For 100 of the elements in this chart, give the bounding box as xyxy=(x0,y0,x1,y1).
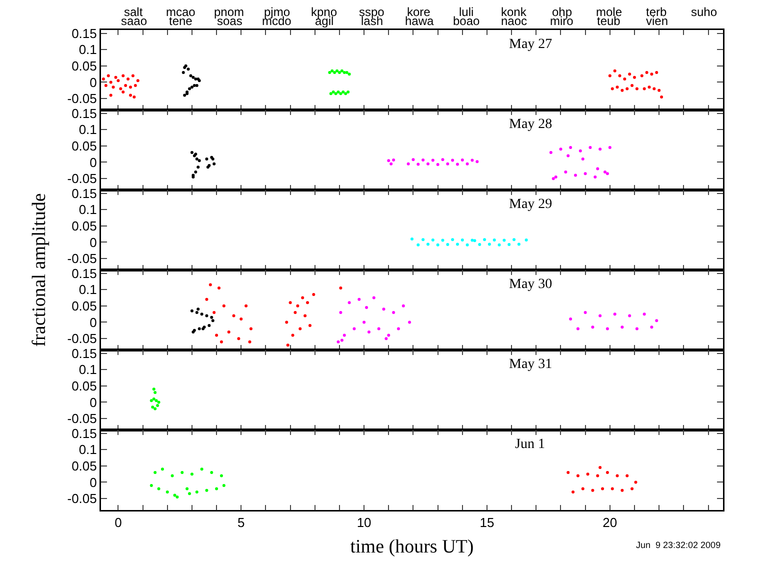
point xyxy=(620,88,624,92)
point xyxy=(626,87,629,90)
point xyxy=(576,474,580,478)
point xyxy=(406,162,410,166)
point xyxy=(190,309,194,312)
point xyxy=(312,292,316,296)
text: kore xyxy=(407,5,431,19)
x-tick-label: 15 xyxy=(480,515,494,530)
point xyxy=(451,158,454,162)
point xyxy=(109,94,112,97)
point xyxy=(352,327,356,330)
point xyxy=(134,84,137,88)
point xyxy=(208,283,212,286)
point xyxy=(640,74,644,78)
point xyxy=(392,158,396,162)
point xyxy=(195,157,198,160)
point xyxy=(330,69,334,72)
point xyxy=(132,95,136,98)
point xyxy=(594,175,597,178)
point xyxy=(626,474,629,478)
point xyxy=(200,312,204,316)
point xyxy=(195,84,198,88)
point xyxy=(642,87,646,90)
point xyxy=(598,148,602,151)
y-tick-label: 0.05 xyxy=(72,458,97,474)
point xyxy=(112,86,115,89)
point xyxy=(588,146,592,150)
point xyxy=(152,397,156,400)
point xyxy=(566,154,570,158)
point xyxy=(340,338,344,342)
point xyxy=(332,90,335,94)
point xyxy=(336,69,339,72)
point xyxy=(348,72,351,76)
annotation: May 29 xyxy=(509,197,552,212)
point xyxy=(119,87,122,90)
point xyxy=(426,162,430,166)
y-tick-label: 0.15 xyxy=(72,186,97,201)
point xyxy=(387,334,390,337)
point xyxy=(596,167,600,170)
point xyxy=(180,470,184,474)
point xyxy=(591,326,594,329)
x-tick-label: 0 xyxy=(114,515,122,530)
point xyxy=(584,310,587,314)
point xyxy=(591,488,594,492)
point xyxy=(342,334,346,337)
point xyxy=(122,74,125,78)
point xyxy=(655,70,658,74)
point xyxy=(645,70,648,74)
text: konk xyxy=(501,5,528,19)
point xyxy=(572,490,575,494)
point xyxy=(613,69,616,72)
y-tick-label: 0 xyxy=(90,234,97,250)
point xyxy=(608,74,612,78)
point xyxy=(336,90,340,94)
y-tick-label: 0.15 xyxy=(72,106,97,121)
point xyxy=(336,340,340,344)
point xyxy=(166,490,169,494)
point xyxy=(608,146,612,150)
text: suho xyxy=(691,5,718,19)
point xyxy=(190,86,194,89)
point xyxy=(586,472,590,476)
y-tick-label: 0.1 xyxy=(78,42,97,58)
point xyxy=(306,301,310,304)
point xyxy=(249,327,252,330)
point xyxy=(170,474,174,478)
point xyxy=(156,404,160,408)
y-tick-label: 0.1 xyxy=(78,122,97,138)
point xyxy=(157,400,160,404)
point xyxy=(416,162,420,166)
point xyxy=(340,69,344,72)
point xyxy=(584,172,587,176)
point xyxy=(215,334,218,337)
annotation: May 28 xyxy=(509,117,552,132)
point xyxy=(610,87,614,90)
point xyxy=(412,158,415,162)
point xyxy=(549,150,552,154)
point xyxy=(635,327,638,330)
y-tick-label: 0 xyxy=(90,74,97,90)
point xyxy=(192,76,195,79)
point xyxy=(173,494,176,497)
point xyxy=(328,70,332,74)
y-tick-label: 0.1 xyxy=(78,442,97,458)
point xyxy=(598,466,602,470)
y-tick-label: 0.15 xyxy=(72,266,97,281)
point xyxy=(339,92,342,96)
point xyxy=(194,170,198,174)
point xyxy=(552,177,555,180)
point xyxy=(574,174,577,177)
point xyxy=(136,79,140,82)
point xyxy=(446,162,450,166)
point xyxy=(436,163,440,166)
point xyxy=(129,94,132,97)
point xyxy=(190,472,194,476)
y-tick-label: 0 xyxy=(90,314,97,330)
point xyxy=(237,337,240,340)
point xyxy=(382,308,386,311)
point xyxy=(198,327,201,330)
point xyxy=(106,74,110,78)
text: Jun 9 23:32:02 2009 xyxy=(636,540,721,550)
point xyxy=(620,326,624,329)
